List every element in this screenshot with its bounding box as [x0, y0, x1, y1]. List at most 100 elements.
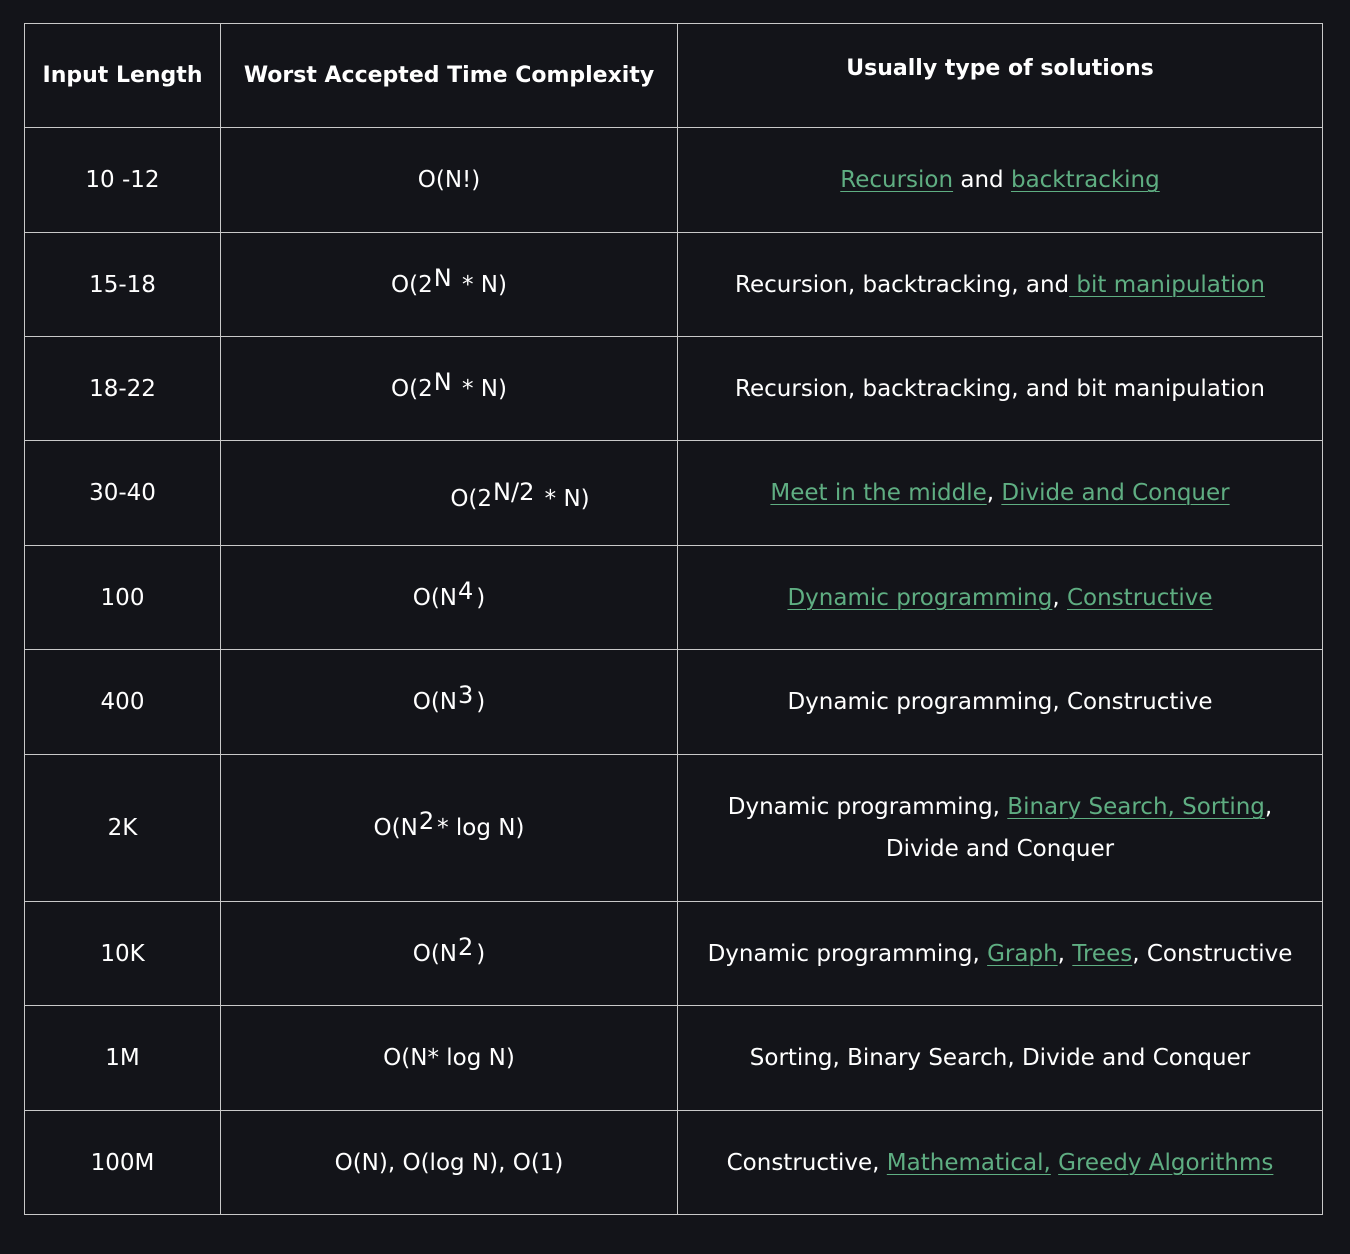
complexity-base: O(2: [391, 271, 433, 298]
solution-link[interactable]: Graph: [987, 940, 1058, 967]
complexity-value: O(2N * N): [391, 370, 507, 402]
complexity-cell: O(2N/2 * N): [220, 440, 678, 546]
solution-text: Recursion, backtracking, and: [735, 271, 1070, 298]
solution-link[interactable]: , Sorting: [1167, 794, 1265, 820]
input-length-cell: 2K: [24, 754, 221, 902]
solution-text: and: [953, 167, 1011, 193]
complexity-value: O(N2): [413, 935, 486, 967]
complexity-base: O(N: [412, 689, 458, 715]
table-row: 15-18 O(2N * N) Recursion, backtracking, a…: [24, 232, 1323, 337]
complexity-base: O(2: [450, 486, 493, 512]
solutions-cell: Sorting, Binary Search, Divide and Conqu…: [677, 1005, 1323, 1111]
complexity-cell: O(N* log N): [220, 1005, 678, 1111]
table-row: 100 O(N4) Dynamic programming, Constructiv…: [24, 545, 1323, 650]
table-row: 100M O(N), O(log N), O(1) Constructive, Ma…: [24, 1110, 1323, 1215]
input-length-cell: 100M: [24, 1110, 221, 1215]
complexity-base: O(N!): [417, 167, 481, 193]
input-length-cell: 100: [24, 545, 221, 650]
input-length-value: 100: [100, 584, 145, 611]
complexity-cell: O(N2): [220, 901, 678, 1006]
solution-link[interactable]: Trees: [1072, 940, 1133, 967]
solution-link[interactable]: Binary Search: [1007, 794, 1168, 820]
complexity-cell: O(2N * N): [220, 336, 678, 441]
complexity-base: O(N: [412, 584, 458, 611]
input-length-cell: 18-22: [24, 336, 221, 441]
table-row: 18-22 O(2N * N) Recursion, backtracking, a…: [24, 336, 1323, 441]
input-length-value: 30-40: [89, 480, 156, 506]
solutions-cell: Constructive, Mathematical, Greedy Algor…: [677, 1110, 1323, 1215]
solution-text: ,: [1057, 940, 1073, 967]
input-length-value: 10K: [100, 940, 145, 967]
input-length-value: 2K: [107, 815, 138, 841]
solution-text: ,: [1052, 584, 1067, 611]
solution-text: Recursion, backtracking, and bit manipul…: [735, 375, 1265, 402]
complexity-cell: O(N4): [220, 545, 678, 650]
input-length-cell: 1M: [24, 1005, 221, 1111]
table-row: 2K O(N2 * log N) Dynamic programming, Binar…: [24, 754, 1323, 902]
solution-link[interactable]: Recursion: [840, 167, 954, 193]
solution-link[interactable]: Mathematical,: [886, 1149, 1051, 1176]
complexity-tail: * N): [454, 271, 507, 298]
solutions-cell: Recursion, backtracking, and bit manipul…: [677, 232, 1323, 337]
complexity-exponent: 2: [458, 932, 474, 961]
input-length-value: 100M: [90, 1149, 155, 1176]
input-length-cell: 400: [24, 649, 221, 755]
complexity-tail: * N): [454, 375, 507, 402]
solutions-cell: Dynamic programming, Binary Search, Sort…: [677, 754, 1323, 902]
solution-link[interactable]: Greedy Algorithms: [1058, 1149, 1274, 1176]
solution-text: Constructive,: [726, 1149, 887, 1176]
table-row: 1M O(N* log N) Sorting, Binary Search, Div…: [24, 1005, 1323, 1111]
solution-text: ,: [986, 480, 1002, 506]
solution-link[interactable]: Meet in the middle: [770, 480, 987, 506]
complexity-tail: * N): [537, 486, 590, 512]
solution-text: , Constructive: [1132, 940, 1293, 967]
complexity-cell: O(N!): [220, 127, 678, 233]
input-length-cell: 15-18: [24, 232, 221, 337]
complexity-value: O(N!): [418, 167, 480, 193]
complexity-exponent: 4: [458, 576, 474, 605]
input-length-cell: 30-40: [24, 440, 221, 546]
input-length-value: 1M: [105, 1045, 140, 1071]
complexity-base: O(N* log N): [383, 1045, 515, 1071]
complexity-cell: O(2N * N): [220, 232, 678, 337]
table-body: 10 -12 O(N!) Recursion and backtracking 15-…: [24, 127, 1323, 1215]
solutions-cell: Meet in the middle, Divide and Conquer: [677, 440, 1323, 546]
solution-text: Sorting, Binary Search, Divide and Conqu…: [749, 1045, 1251, 1071]
complexity-value: O(N4): [412, 579, 486, 611]
solution-link[interactable]: backtracking: [1010, 167, 1160, 193]
solution-link[interactable]: bit manipulation: [1069, 271, 1265, 298]
complexity-cell: O(N), O(log N), O(1): [220, 1110, 678, 1215]
complexity-cell: O(N2 * log N): [220, 754, 678, 902]
solution-text: , Divide and Conquer: [885, 794, 1273, 862]
complexity-value: O(2N/2 * N): [450, 480, 590, 512]
complexity-exponent: N: [433, 367, 452, 396]
complexity-table: Input Length Worst Accepted Time Complex…: [24, 23, 1323, 1215]
solution-link[interactable]: Dynamic programming: [787, 584, 1053, 611]
solution-text: Dynamic programming,: [727, 794, 1008, 820]
table-row: 400 O(N3) Dynamic programming, Constructiv…: [24, 649, 1323, 755]
complexity-value: O(N), O(log N), O(1): [335, 1150, 564, 1176]
complexity-tail: ): [476, 940, 486, 967]
header-solutions: Usually type of solutions: [677, 23, 1323, 128]
solutions-cell: Recursion and backtracking: [677, 127, 1323, 233]
complexity-tail: ): [476, 584, 486, 611]
header-time-complexity: Worst Accepted Time Complexity: [220, 23, 678, 128]
input-length-value: 18-22: [89, 375, 156, 402]
complexity-base: O(N: [373, 815, 418, 841]
input-length-value: 400: [100, 689, 145, 715]
table-row: 10K O(N2) Dynamic programming, Graph, Tree…: [24, 901, 1323, 1006]
solution-text: Dynamic programming,: [707, 940, 988, 967]
input-length-cell: 10K: [24, 901, 221, 1006]
header-input-length: Input Length: [24, 23, 221, 128]
solution-link[interactable]: Divide and Conquer: [1001, 480, 1230, 506]
solutions-cell: Dynamic programming, Constructive: [677, 649, 1323, 755]
complexity-tail: ): [476, 689, 486, 715]
complexity-exponent: N/2: [493, 478, 535, 506]
solution-text: Dynamic programming, Constructive: [787, 689, 1213, 715]
solution-link[interactable]: Constructive: [1066, 584, 1213, 611]
solutions-cell: Dynamic programming, Graph, Trees, Const…: [677, 901, 1323, 1006]
complexity-base: O(2: [391, 375, 433, 402]
table-row: 30-40 O(2N/2 * N) Meet in the middle, Divi…: [24, 440, 1323, 546]
complexity-value: O(2N * N): [391, 266, 507, 298]
complexity-cell: O(N3): [220, 649, 678, 755]
